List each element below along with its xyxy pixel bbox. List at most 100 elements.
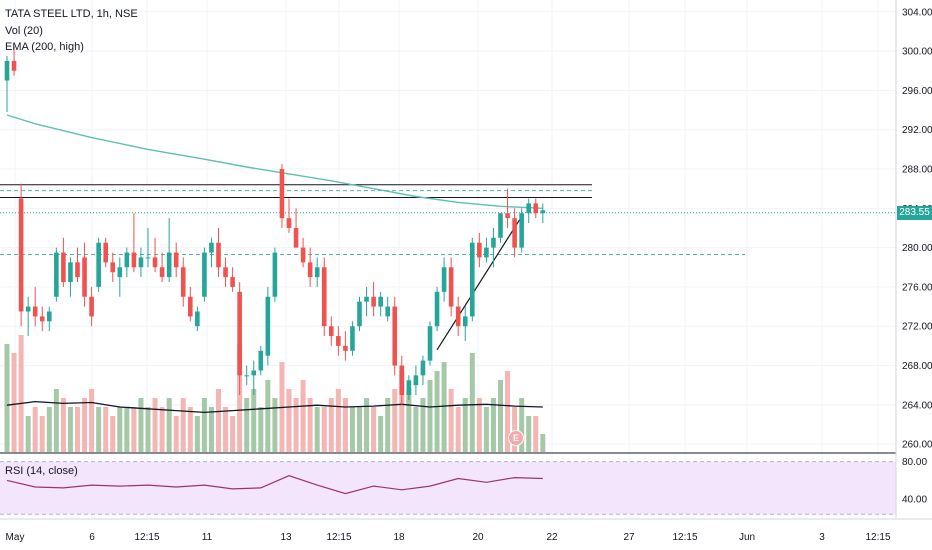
candle-body — [385, 306, 390, 317]
candle-body — [272, 252, 278, 297]
time-tick-label: 12:15 — [134, 532, 159, 543]
volume-bar — [540, 434, 546, 452]
candle-body — [265, 296, 271, 356]
volume-bar — [483, 407, 489, 452]
candle — [223, 257, 228, 287]
volume-bar — [187, 407, 193, 452]
candle-body — [117, 267, 123, 278]
candle-body — [307, 262, 313, 278]
candle — [314, 257, 320, 287]
candle — [265, 286, 271, 366]
candle-body — [131, 252, 137, 268]
volume-bar — [251, 389, 257, 452]
candle-body — [96, 242, 101, 287]
time-tick-label: 13 — [280, 532, 292, 543]
candle — [4, 56, 10, 113]
volume-bar — [420, 398, 426, 452]
volume-bar — [392, 389, 398, 452]
candle-body — [484, 247, 489, 258]
price-tick-label: 280.00 — [902, 243, 932, 254]
candle-body — [202, 252, 207, 297]
candle-body — [533, 203, 539, 214]
volume-bar — [82, 398, 88, 452]
time-tick-label: 12:15 — [326, 532, 351, 543]
price-tick-label: 296.00 — [902, 86, 932, 97]
candle-body — [378, 296, 383, 307]
volume-bar — [145, 407, 151, 452]
volume-bar — [505, 371, 511, 452]
candle — [371, 282, 376, 317]
volume-bar — [11, 353, 17, 452]
volume-bar — [526, 416, 532, 452]
candle-body — [505, 213, 510, 219]
candle — [307, 247, 313, 287]
candle-body — [47, 311, 52, 322]
volume-bar — [286, 389, 292, 452]
price-tick-label: 300.00 — [902, 47, 932, 58]
volume-bar — [328, 398, 334, 452]
volume-bar — [194, 416, 200, 452]
rsi-pane — [0, 452, 896, 515]
candle-body — [223, 267, 228, 278]
candle — [152, 237, 158, 273]
candle-body — [244, 375, 249, 377]
earnings-marker-icon[interactable]: E — [508, 430, 524, 446]
volume-bar — [75, 407, 80, 452]
candle — [39, 306, 45, 332]
candle — [505, 188, 510, 228]
candle-body — [300, 247, 306, 263]
candle-body — [364, 296, 369, 302]
rsi-tick-label: 80.00 — [902, 457, 927, 468]
volume-bar — [512, 407, 518, 452]
volume-bar — [208, 407, 214, 452]
candle — [110, 252, 116, 283]
candle — [18, 183, 24, 327]
candle — [329, 316, 334, 346]
volume-bar — [216, 389, 221, 452]
candle — [103, 237, 108, 268]
candle-body — [343, 345, 348, 351]
candle — [244, 365, 249, 386]
candle — [378, 291, 383, 317]
candle-body — [166, 252, 172, 278]
candle — [484, 237, 489, 263]
chart-title: TATA STEEL LTD, 1h, NSE — [5, 8, 138, 20]
candle — [96, 237, 101, 292]
volume-bar — [293, 398, 299, 452]
candle-body — [32, 306, 38, 317]
candle-body — [251, 370, 257, 376]
candle — [25, 296, 31, 337]
candle — [448, 257, 454, 317]
candle — [230, 267, 235, 292]
candle-body — [329, 326, 334, 337]
candle-body — [519, 213, 524, 248]
candle-body — [145, 257, 151, 259]
candle-body — [54, 252, 59, 297]
rsi-tick-label: 40.00 — [902, 495, 927, 506]
volume-bar — [39, 416, 45, 452]
candle-body — [314, 267, 320, 278]
candle-body — [477, 242, 482, 258]
time-tick-label: May — [6, 532, 25, 543]
volume-bar — [307, 398, 313, 452]
ema-200-line — [6, 114, 543, 209]
volume-bar — [364, 398, 370, 452]
candle-body — [293, 227, 299, 248]
candle-body — [420, 360, 426, 376]
candle-body — [75, 262, 80, 278]
candle — [173, 242, 179, 278]
candle-body — [491, 237, 496, 248]
time-tick-label: 11 — [202, 532, 213, 543]
volume-bar — [265, 380, 271, 452]
candle — [237, 282, 242, 396]
candle — [117, 257, 123, 297]
volume-ma-line — [6, 400, 543, 414]
candle-body — [258, 350, 264, 371]
candle-body — [441, 267, 447, 292]
candle — [209, 237, 214, 268]
volume-legend: Vol (20) — [5, 25, 43, 37]
candle-body — [89, 296, 94, 317]
candle — [399, 355, 405, 405]
candle — [512, 208, 517, 258]
